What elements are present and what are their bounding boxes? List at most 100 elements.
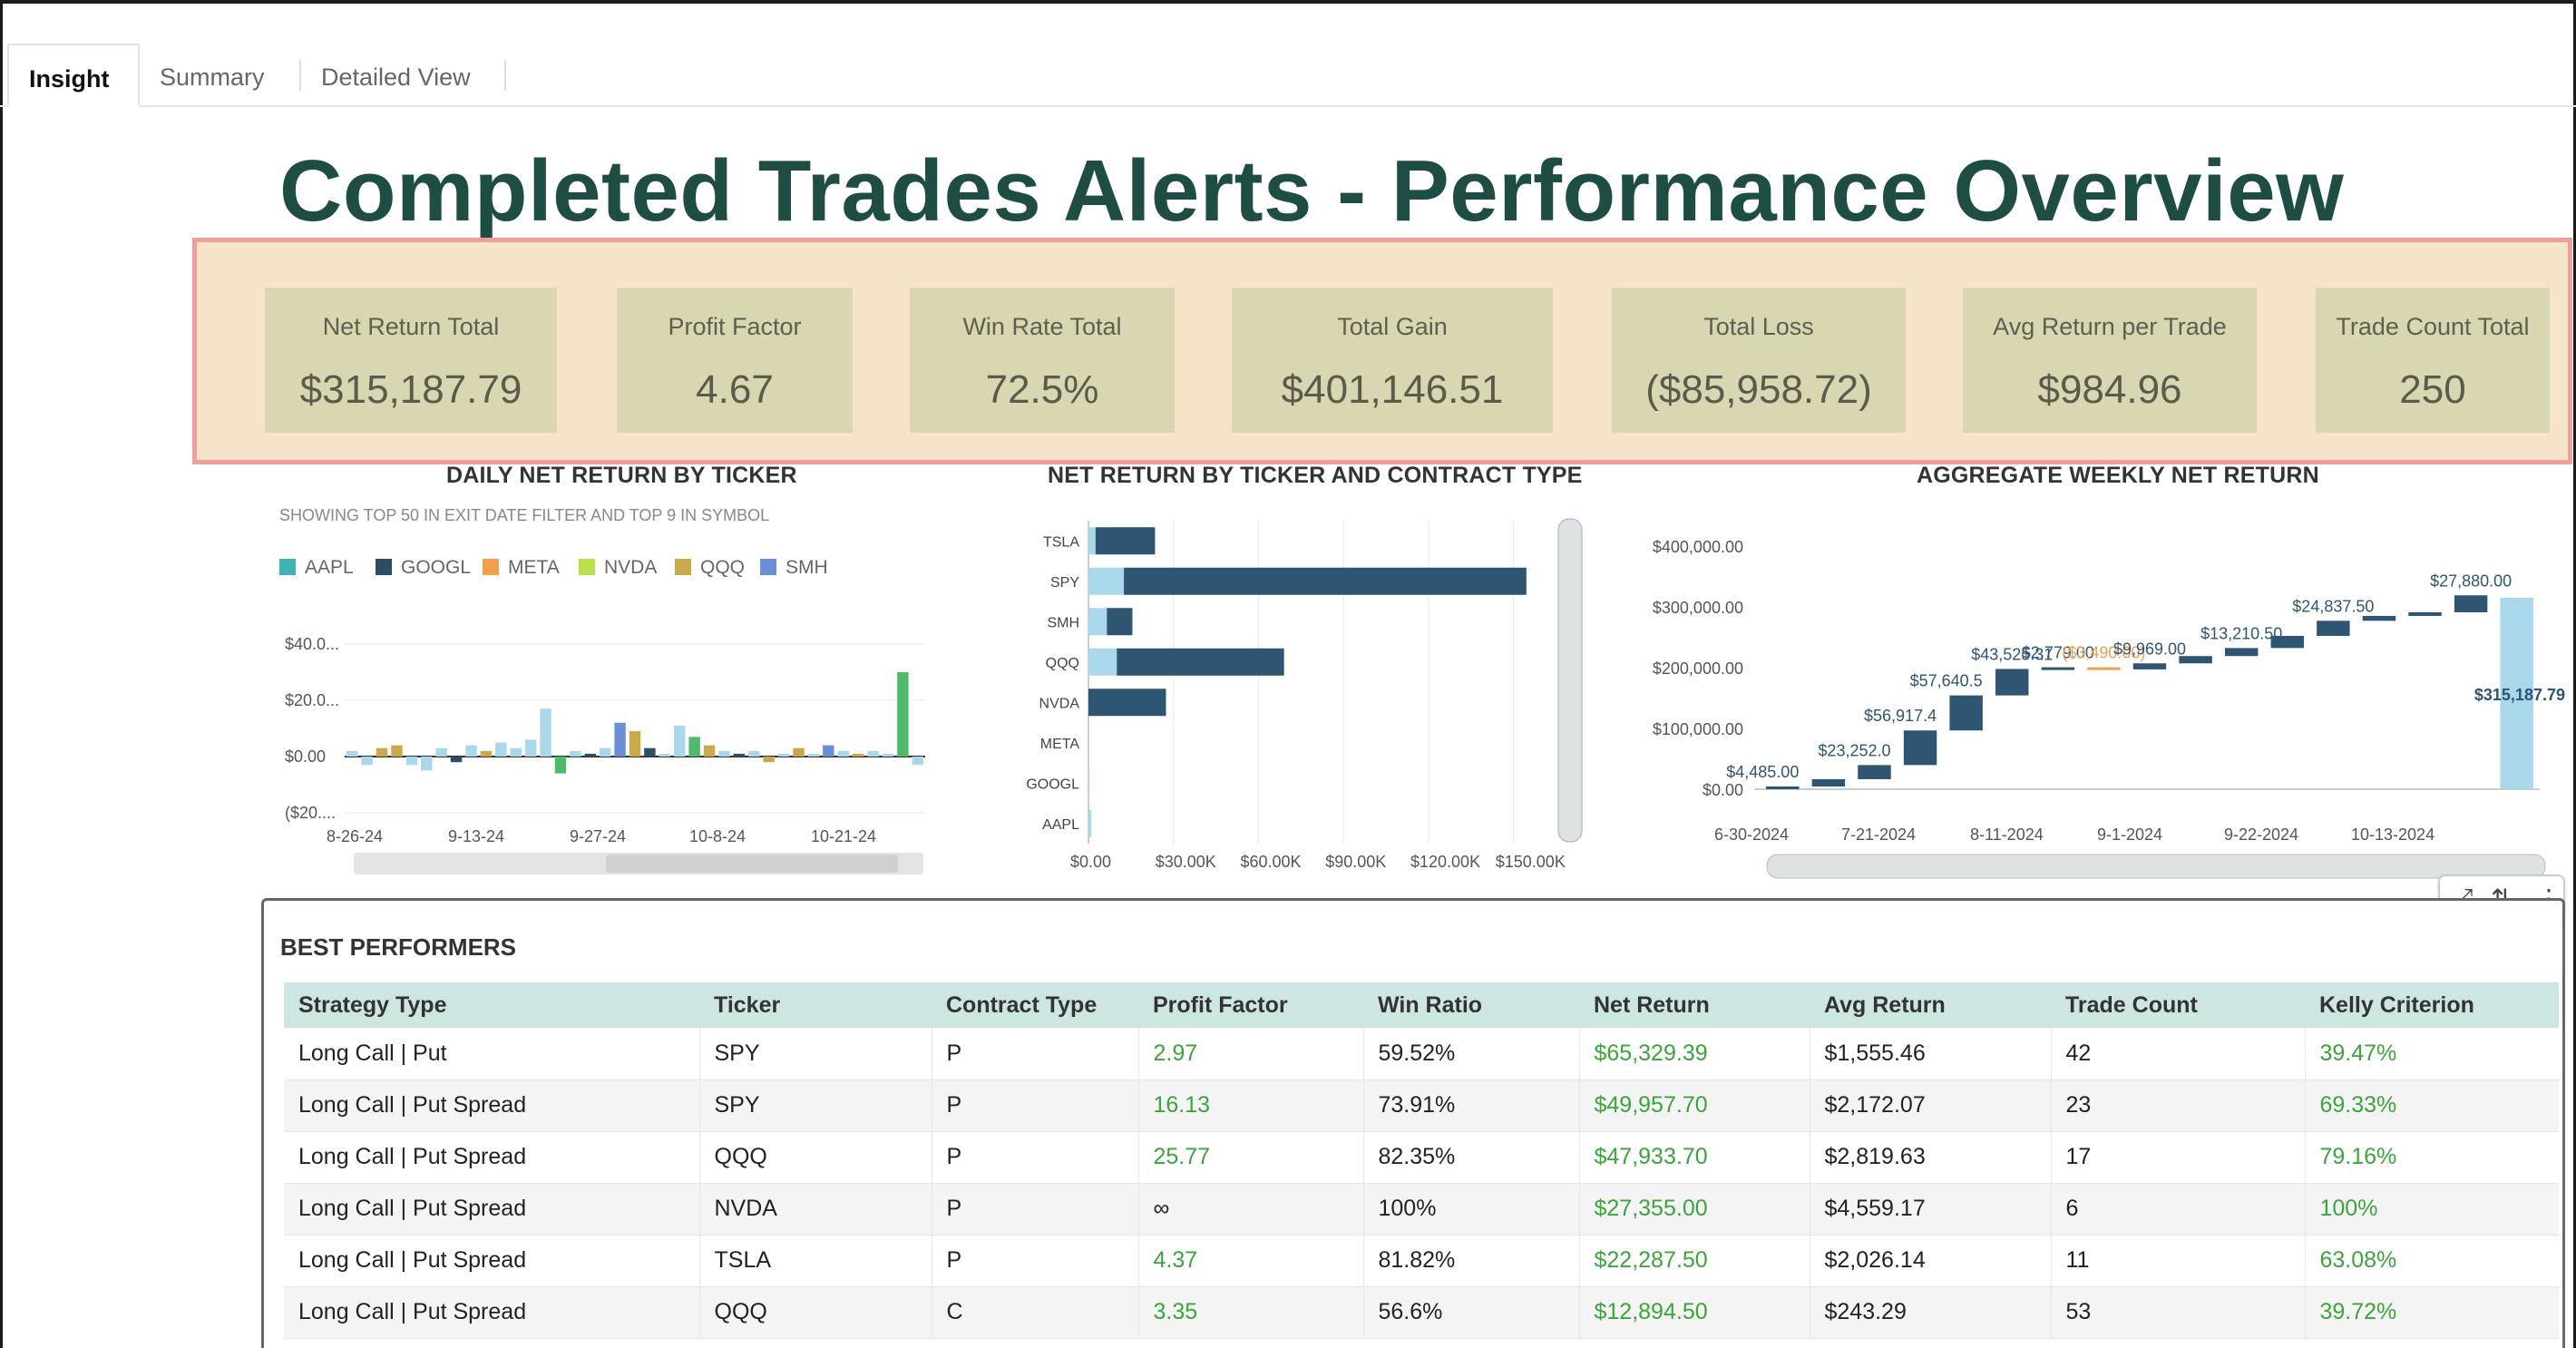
table-row[interactable]: Long Call | Put Spread QQQ C 3.35 56.6% … xyxy=(284,1286,2559,1339)
cell-profit-factor: 25.77 xyxy=(1138,1131,1364,1184)
step-label: $27,880.00 xyxy=(2430,571,2512,590)
kpi-net-return-total[interactable]: Net Return Total $315,187.79 xyxy=(265,288,557,433)
kpi-avg-return-per-trade[interactable]: Avg Return per Trade $984.96 xyxy=(1963,288,2257,433)
cell-profit-factor: 4.37 xyxy=(1138,1235,1364,1287)
cell-contract-type: P xyxy=(932,1131,1139,1184)
col-net-return[interactable]: Net Return xyxy=(1579,982,1810,1028)
legend-swatch xyxy=(483,559,499,575)
cell-kelly-criterion: 39.47% xyxy=(2305,1028,2559,1080)
col-profit-factor[interactable]: Profit Factor xyxy=(1138,982,1363,1028)
cell-avg-return: $243.29 xyxy=(1810,1286,2052,1339)
step-label: $24,837.50 xyxy=(2292,597,2374,615)
horizontal-scrollbar xyxy=(1766,854,2546,879)
col-win-ratio[interactable]: Win Ratio xyxy=(1363,982,1579,1028)
step-label: $4,485.00 xyxy=(1726,763,1799,781)
table-row[interactable]: Long Call | Put Spread SPY P 16.13 73.91… xyxy=(284,1079,2559,1132)
col-kelly-criterion[interactable]: Kelly Criterion xyxy=(2305,982,2559,1028)
cell-win-ratio: 82.35% xyxy=(1363,1131,1580,1184)
x-tick-label: 10-21-24 xyxy=(811,827,876,845)
waterfall-step-bar xyxy=(2179,656,2212,664)
y-tick-label: $40.0... xyxy=(285,635,339,653)
cell-trade-count: 42 xyxy=(2051,1028,2306,1080)
y-tick-label: $20.0... xyxy=(285,691,339,709)
waterfall-step-bar xyxy=(2087,667,2121,670)
daily-bar xyxy=(524,739,537,757)
x-tick-label: $60.00K xyxy=(1241,853,1302,871)
cell-ticker: SPY xyxy=(699,1028,932,1080)
daily-bar xyxy=(674,725,686,757)
kpi-trade-count-total[interactable]: Trade Count Total 250 xyxy=(2316,288,2550,433)
cell-kelly-criterion: 69.33% xyxy=(2305,1079,2559,1132)
y-tick-label: GOOGL xyxy=(1026,777,1079,792)
cell-contract-type: P xyxy=(932,1079,1139,1132)
daily-bar xyxy=(897,672,909,757)
ticker-contract-bar xyxy=(1095,527,1156,555)
scrollbar-thumb xyxy=(606,855,898,873)
daily-bar xyxy=(733,753,746,757)
ticker-contract-bar xyxy=(1088,648,1117,676)
waterfall-step-bar xyxy=(1766,786,1800,789)
daily-bar xyxy=(659,753,671,757)
chart-title-weekly: AGGREGATE WEEKLY NET RETURN xyxy=(1917,463,2319,488)
ticker-contract-bar xyxy=(1088,689,1166,717)
daily-bar xyxy=(570,750,581,757)
cell-profit-factor: 3.35 xyxy=(1138,1286,1364,1339)
x-tick-label: 7-21-2024 xyxy=(1841,825,1916,844)
tab-insight[interactable]: Insight xyxy=(7,44,140,107)
cell-trade-count: 23 xyxy=(2051,1079,2306,1132)
cell-net-return: $49,957.70 xyxy=(1579,1079,1810,1132)
cell-kelly-criterion: 79.16% xyxy=(2305,1131,2559,1184)
cell-trade-count: 11 xyxy=(2051,1235,2306,1287)
legend-label: GOOGL xyxy=(401,557,471,578)
vertical-scrollbar xyxy=(1557,518,1583,843)
table-row[interactable]: Long Call | Put Spread NVDA P ∞ 100% $27… xyxy=(284,1183,2559,1236)
table-row[interactable]: Long Call | Put SPY P 2.97 59.52% $65,32… xyxy=(284,1028,2559,1080)
col-ticker[interactable]: Ticker xyxy=(699,982,932,1028)
daily-bar xyxy=(421,757,433,771)
step-label: $23,252.0 xyxy=(1818,741,1890,759)
tab-detailed-view[interactable]: Detailed View xyxy=(321,63,471,91)
daily-bar xyxy=(599,747,611,757)
daily-bar xyxy=(480,750,493,757)
col-strategy-type[interactable]: Strategy Type xyxy=(284,982,699,1028)
cell-strategy-type: Long Call | Put Spread xyxy=(284,1183,700,1236)
table-row[interactable]: Long Call | Put Spread TSLA P 4.37 81.82… xyxy=(284,1235,2559,1287)
cell-win-ratio: 59.52% xyxy=(1363,1028,1580,1080)
daily-net-return-chart[interactable]: AAPL GOOGL META NVDA QQQ SMH $40.0... $20.0... $… xyxy=(263,539,952,884)
ticker-contract-bar xyxy=(1124,567,1527,595)
daily-bar xyxy=(361,757,373,766)
y-tick-label: SPY xyxy=(1050,575,1079,591)
waterfall-step-bar xyxy=(2270,635,2304,649)
kpi-profit-factor[interactable]: Profit Factor 4.67 xyxy=(617,288,853,433)
kpi-win-rate-total[interactable]: Win Rate Total 72.5% xyxy=(910,288,1175,433)
daily-bar xyxy=(465,745,477,757)
cell-avg-return: $4,559.17 xyxy=(1810,1183,2052,1236)
table-row[interactable]: Long Call | Put Spread QQQ P 25.77 82.35… xyxy=(284,1131,2559,1184)
kpi-value: 250 xyxy=(2399,367,2466,412)
legend-label: META xyxy=(508,557,560,578)
weekly-net-return-chart[interactable]: $400,000.00 $300,000.00 $200,000.00 $100,00… xyxy=(1642,521,2567,884)
daily-bar xyxy=(629,731,641,757)
waterfall-step-bar xyxy=(2408,611,2442,616)
kpi-value: ($85,958.72) xyxy=(1645,367,1872,412)
daily-bar xyxy=(405,757,418,766)
kpi-total-gain[interactable]: Total Gain $401,146.51 xyxy=(1232,288,1553,433)
y-tick-label: $0.00 xyxy=(1703,781,1743,799)
y-tick-label: $0.00 xyxy=(285,747,326,766)
tab-summary[interactable]: Summary xyxy=(160,63,265,91)
waterfall-step-bar xyxy=(2317,620,2350,636)
cell-avg-return: $2,172.07 xyxy=(1810,1079,2052,1132)
ticker-contract-chart[interactable]: $0.00 $30.00K $60.00K $90.00K $120.00K $150.0… xyxy=(1016,512,1596,884)
cell-strategy-type: Long Call | Put Spread xyxy=(284,1131,700,1184)
kpi-total-loss[interactable]: Total Loss ($85,958.72) xyxy=(1612,288,1906,433)
ticker-contract-bar xyxy=(1088,769,1089,797)
daily-bar xyxy=(391,745,403,757)
x-tick-label: 10-8-24 xyxy=(689,827,746,845)
step-label: $13,210.50 xyxy=(2200,624,2282,642)
col-avg-return[interactable]: Avg Return xyxy=(1810,982,2051,1028)
col-contract-type[interactable]: Contract Type xyxy=(932,982,1138,1028)
col-trade-count[interactable]: Trade Count xyxy=(2051,982,2305,1028)
daily-bar xyxy=(837,750,849,757)
tab-bar: Insight Summary Detailed View xyxy=(0,44,2576,107)
cell-ticker: QQQ xyxy=(699,1131,932,1184)
